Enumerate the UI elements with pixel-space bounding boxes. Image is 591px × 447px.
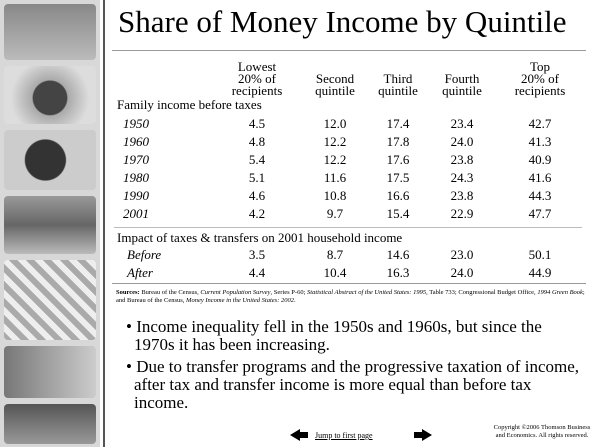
cell: 5.4 [227,152,287,168]
cell: 44.9 [510,265,570,281]
cell: 11.6 [305,170,365,186]
divider [103,0,105,447]
sidebar-image [4,196,96,254]
row-label: 1960 [123,134,149,150]
cell: 4.8 [227,134,287,150]
cell: 24.3 [432,170,492,186]
cell: 5.1 [227,170,287,186]
cell: 23.8 [432,188,492,204]
separator [114,227,582,228]
cell: 9.7 [305,206,365,222]
cell: 12.2 [305,152,365,168]
cell: 41.3 [510,134,570,150]
cell: 23.8 [432,152,492,168]
cell: 41.6 [510,170,570,186]
cell: 24.0 [432,265,492,281]
sidebar-image [4,130,96,190]
source-text: , Table 733; Congressional Budget Office… [426,289,537,296]
cell: 10.4 [305,265,365,281]
slide: Share of Money Income by Quintile Lowest… [0,0,591,447]
cell: 24.0 [432,134,492,150]
cell: 44.3 [510,188,570,204]
cell: 40.9 [510,152,570,168]
next-arrow[interactable] [414,429,432,441]
slide-title: Share of Money Income by Quintile [118,4,567,40]
sources-label: Sources: [116,289,140,296]
sidebar [0,0,100,447]
jump-link[interactable]: Jump to first page [315,431,373,440]
header-line: recipients [500,85,580,97]
cell: 17.6 [368,152,428,168]
cell: 17.4 [368,116,428,132]
cell: 17.8 [368,134,428,150]
bullet: • Due to transfer programs and the progr… [120,358,580,412]
prev-arrow[interactable] [290,429,308,441]
cell: 10.8 [305,188,365,204]
section-heading: Family income before taxes [117,97,262,113]
source-title: Money Income in the United States: 2002 [186,297,294,304]
cell: 4.6 [227,188,287,204]
source-text: , Series P-60; [271,289,307,296]
cell: 12.2 [305,134,365,150]
cell: 4.4 [227,265,287,281]
row-label: 1980 [123,170,149,186]
cell: 3.5 [227,247,287,263]
cell: 14.6 [368,247,428,263]
sources: Sources: Bureau of the Census, Current P… [116,289,586,305]
cell: 16.3 [368,265,428,281]
row-label: Before [127,247,161,263]
source-text: Bureau of the Census, [140,289,201,296]
cell: 22.9 [432,206,492,222]
header-line: recipients [217,85,297,97]
sidebar-image [4,346,96,398]
cell: 47.7 [510,206,570,222]
row-label: 2001 [123,206,149,222]
source-title: Current Population Survey [200,289,270,296]
cell: 23.0 [432,247,492,263]
row-label: After [127,265,153,281]
cell: 23.4 [432,116,492,132]
cell: 12.0 [305,116,365,132]
sidebar-image [4,66,96,124]
source-text: . [294,297,296,304]
header-line: quintile [422,85,502,97]
copyright: Copyright ©2006 Thomson Business and Eco… [493,424,591,440]
section-heading: Impact of taxes & transfers on 2001 hous… [117,230,402,246]
cell: 42.7 [510,116,570,132]
sidebar-image [4,404,96,444]
cell: 16.6 [368,188,428,204]
source-title: 1994 Green Book [537,289,583,296]
row-label: 1970 [123,152,149,168]
cell: 17.5 [368,170,428,186]
cell: 50.1 [510,247,570,263]
row-label: 1950 [123,116,149,132]
cell: 4.5 [227,116,287,132]
cell: 4.2 [227,206,287,222]
bullet: • Income inequality fell in the 1950s an… [120,318,580,354]
cell: 15.4 [368,206,428,222]
source-title: Statistical Abstract of the United State… [307,289,426,296]
row-label: 1990 [123,188,149,204]
bullets: • Income inequality fell in the 1950s an… [120,318,580,416]
sidebar-image [4,4,96,60]
sidebar-image [4,260,96,340]
cell: 8.7 [305,247,365,263]
